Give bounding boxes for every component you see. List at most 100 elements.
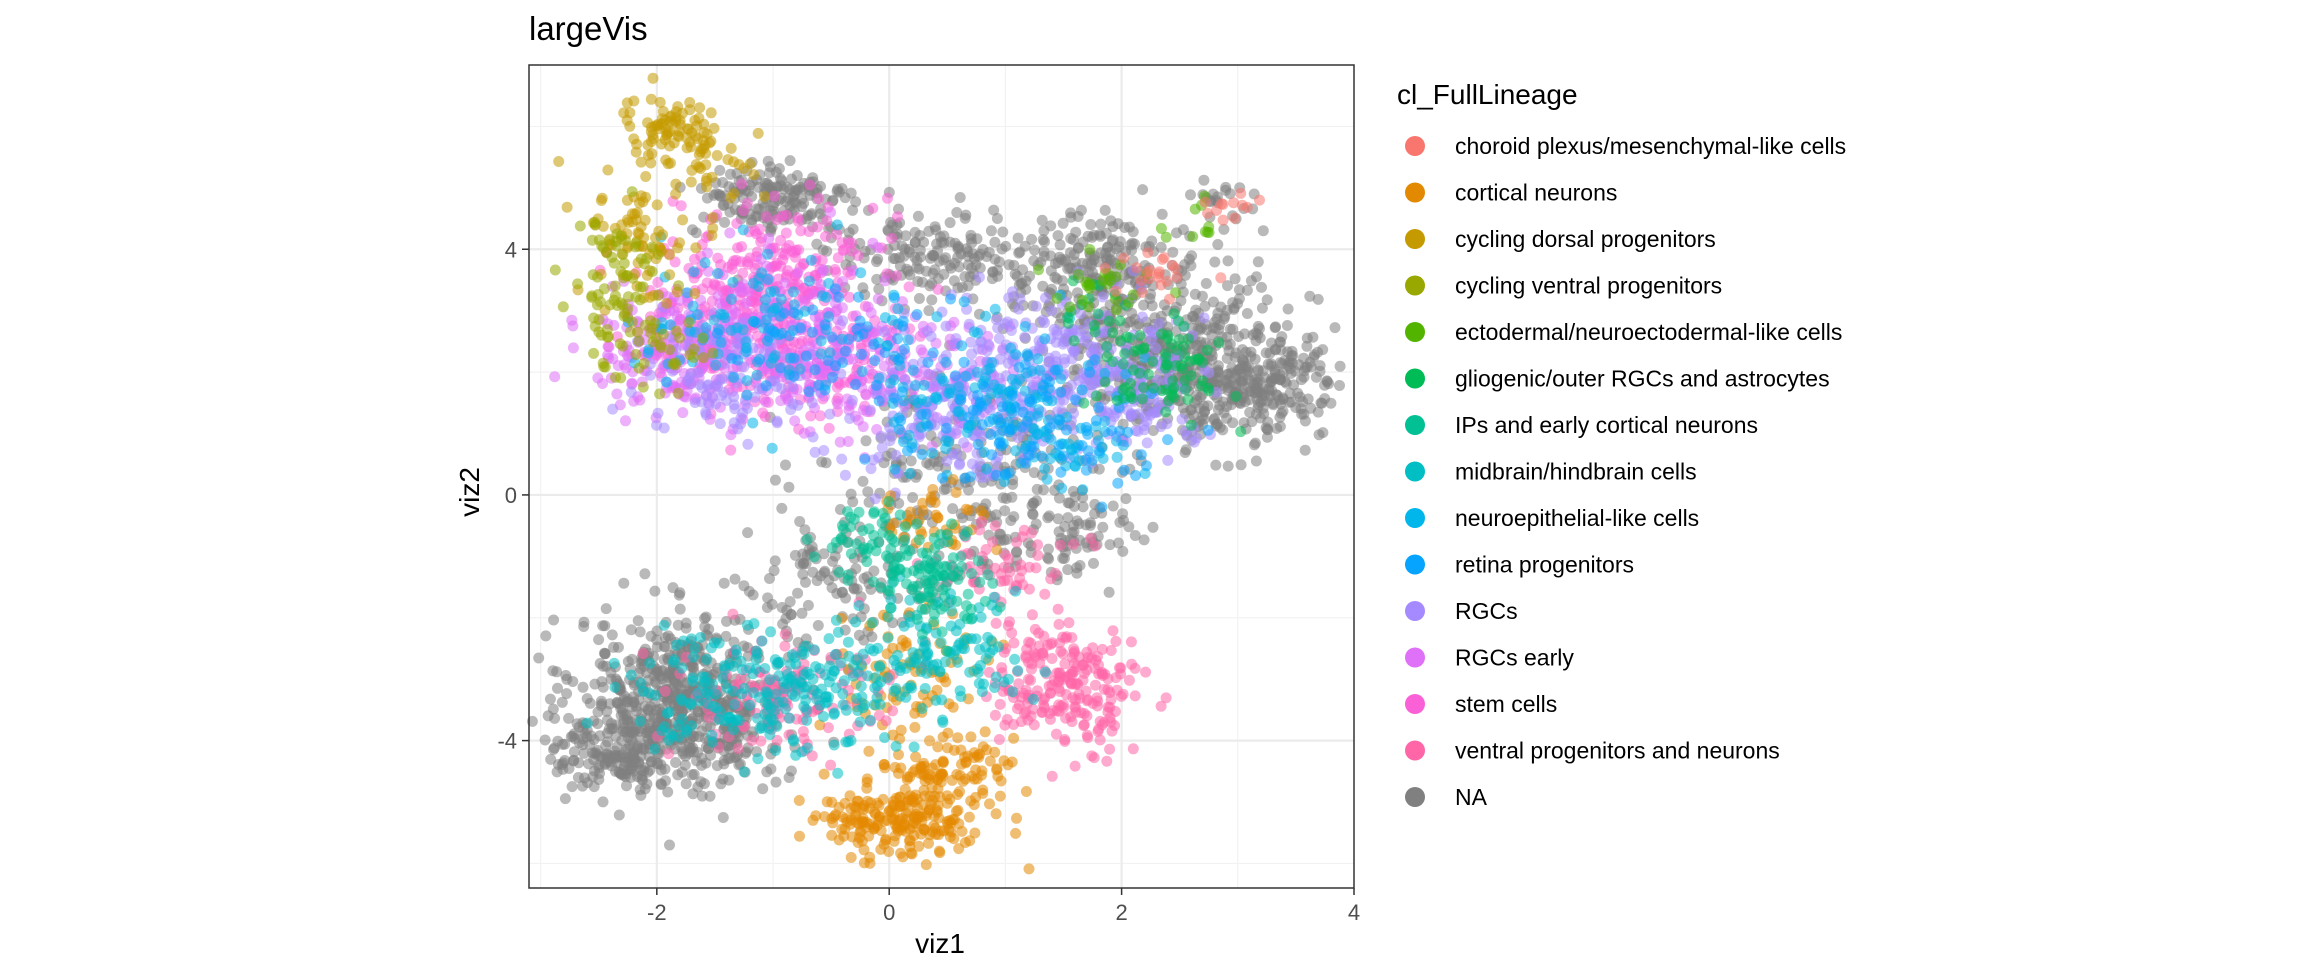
data-point: [872, 242, 884, 253]
data-point: [1092, 435, 1104, 447]
data-point: [1095, 247, 1107, 259]
data-point: [600, 603, 612, 615]
data-point: [680, 750, 692, 762]
data-point: [1161, 418, 1173, 430]
data-point: [724, 227, 736, 239]
data-point: [798, 557, 810, 569]
data-point: [605, 673, 617, 685]
data-point: [802, 599, 814, 611]
data-point: [1044, 422, 1056, 434]
data-point: [815, 335, 827, 347]
data-point: [776, 502, 788, 514]
data-point: [860, 435, 872, 447]
data-point: [869, 493, 881, 505]
data-point: [832, 398, 844, 410]
data-point: [712, 290, 724, 302]
data-point: [635, 156, 647, 168]
data-point: [586, 234, 598, 246]
data-point: [903, 281, 915, 293]
data-point: [1048, 323, 1060, 335]
data-point: [1005, 342, 1017, 354]
data-point: [858, 634, 870, 646]
data-point: [803, 226, 815, 237]
data-point: [687, 788, 699, 800]
data-point: [995, 383, 1007, 395]
data-point: [1093, 402, 1104, 413]
data-point: [983, 246, 995, 258]
data-point: [1275, 344, 1287, 356]
data-point: [821, 245, 833, 257]
data-point: [612, 300, 623, 311]
data-point: [714, 418, 726, 430]
data-point: [993, 256, 1005, 268]
data-point: [787, 381, 799, 393]
data-point: [994, 790, 1006, 802]
data-point: [771, 214, 783, 226]
data-point: [868, 565, 880, 577]
data-point: [637, 381, 649, 393]
data-point: [681, 375, 693, 387]
data-point: [1054, 239, 1066, 251]
data-point: [577, 780, 588, 792]
data-point: [821, 215, 833, 227]
data-point: [822, 355, 834, 367]
data-point: [1307, 331, 1319, 343]
data-point: [826, 796, 838, 808]
data-point: [843, 333, 855, 345]
data-point: [796, 201, 808, 213]
data-point: [672, 387, 684, 399]
data-point: [548, 744, 559, 755]
data-point: [598, 361, 610, 373]
data-point: [634, 626, 646, 638]
data-point: [922, 420, 934, 432]
data-point: [1008, 732, 1020, 744]
data-point: [561, 688, 573, 700]
data-point: [971, 366, 983, 378]
data-point: [922, 772, 934, 783]
data-point: [689, 288, 701, 299]
data-point: [647, 72, 659, 84]
data-point: [912, 210, 924, 222]
data-point: [1118, 514, 1129, 526]
data-point: [549, 371, 561, 383]
data-point: [1019, 358, 1031, 370]
data-point: [1210, 459, 1222, 471]
data-point: [675, 741, 687, 753]
data-point: [915, 251, 926, 263]
data-point: [1079, 335, 1091, 347]
data-point: [1171, 227, 1182, 239]
data-point: [622, 656, 634, 667]
data-point: [694, 102, 706, 114]
data-point: [1297, 396, 1309, 408]
data-point: [551, 666, 563, 678]
data-point: [1097, 291, 1109, 303]
data-point: [954, 192, 966, 203]
data-point: [958, 296, 970, 308]
data-point: [904, 468, 916, 480]
data-point: [698, 778, 710, 790]
data-point: [1113, 537, 1124, 549]
data-point: [625, 386, 637, 398]
data-point: [592, 271, 603, 283]
data-point: [833, 291, 845, 303]
data-point: [1325, 397, 1337, 409]
data-point: [592, 289, 604, 300]
data-point: [1162, 434, 1174, 446]
data-point: [800, 576, 811, 588]
data-point: [889, 830, 901, 842]
data-point: [651, 641, 663, 653]
data-point: [1062, 564, 1074, 576]
data-point: [902, 445, 913, 457]
data-point: [926, 294, 938, 306]
data-point: [769, 350, 781, 361]
data-point: [1107, 221, 1119, 233]
data-point: [715, 259, 727, 271]
data-point: [1038, 250, 1050, 262]
data-point: [1080, 454, 1092, 466]
data-point: [714, 374, 726, 386]
data-point: [1221, 331, 1233, 343]
data-point: [1117, 545, 1129, 557]
data-point: [670, 188, 682, 200]
data-point: [823, 422, 835, 434]
